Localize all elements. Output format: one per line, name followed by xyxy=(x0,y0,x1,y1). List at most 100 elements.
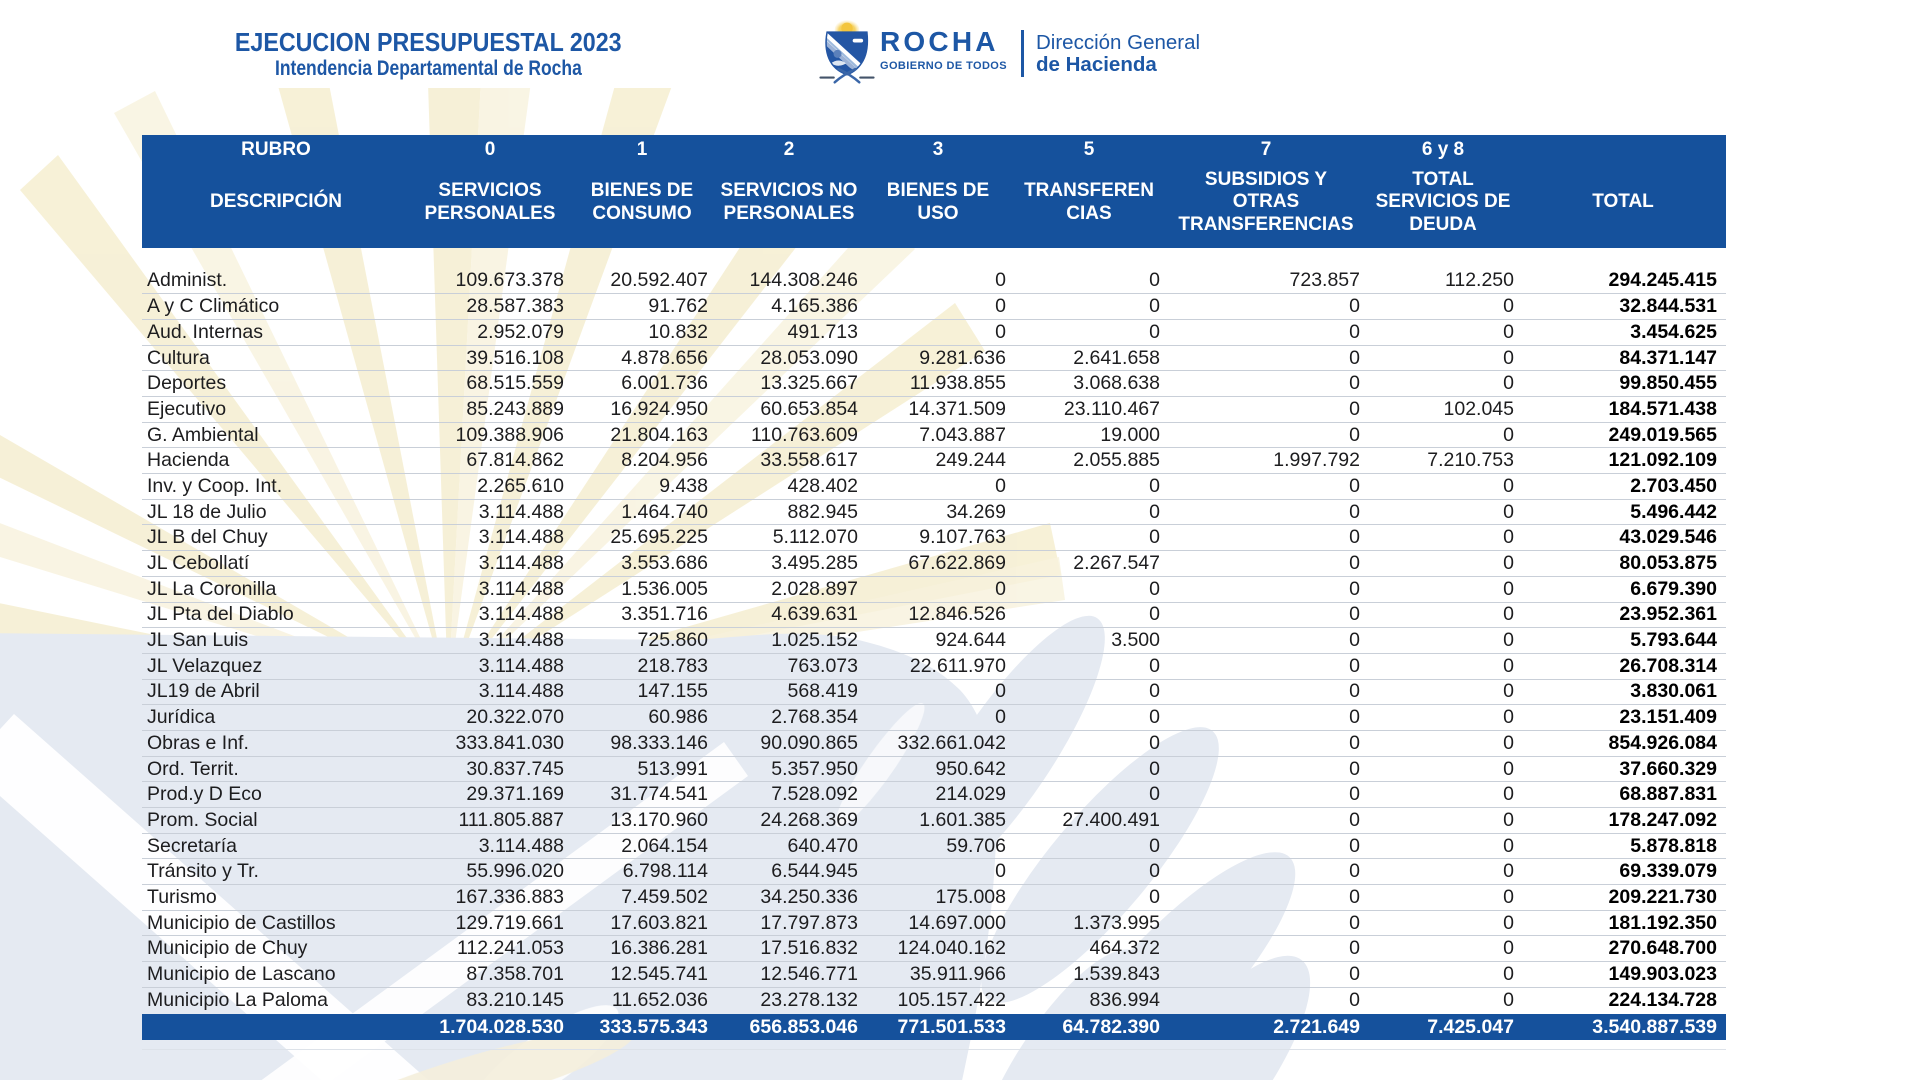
row-total-value: 184.571.438 xyxy=(1608,397,1717,420)
table-row: JL Cebollatí 3.114.488 3.553.686 3.495.285 6… xyxy=(142,551,1726,577)
report-header: EJECUCION PRESUPUESTAL 2023 Intendencia … xyxy=(173,27,684,79)
row-value: 28.053.090 xyxy=(760,346,858,369)
table-row: Deportes 68.515.559 6.001.736 13.325.667 11.… xyxy=(142,371,1726,398)
header-cell: 5 TRANSFEREN CIAS xyxy=(1012,135,1166,248)
row-value: 59.706 xyxy=(946,834,1006,857)
row-value: 13.325.667 xyxy=(760,372,858,395)
table-body: Administ. 109.673.378 20.592.407 144.308.24… xyxy=(142,269,1726,1014)
row-value: 0 xyxy=(1503,885,1514,908)
row-value: 0 xyxy=(1349,963,1360,985)
rocha-wordmark: ROCHA GOBIERNO DE TODOS xyxy=(880,28,1007,73)
row-value: 3.114.488 xyxy=(478,552,564,574)
row-value: 7.528.092 xyxy=(771,783,858,806)
row-value: 24.268.369 xyxy=(760,808,858,831)
row-total-value: 209.221.730 xyxy=(1608,885,1717,908)
row-label: Aud. Internas xyxy=(147,320,263,343)
table-row: Obras e Inf. 333.841.030 98.333.146 90.090.… xyxy=(142,731,1726,757)
header-column-title: TOTAL xyxy=(1592,191,1654,213)
row-value: 3.495.285 xyxy=(771,552,858,574)
row-value: 0 xyxy=(1503,706,1514,729)
row-value: 0 xyxy=(1503,552,1514,574)
header-rubro-code: 6 y 8 xyxy=(1421,139,1465,160)
table-row: JL 18 de Julio 3.114.488 1.464.740 882.945 3… xyxy=(142,500,1726,526)
page-subtitle: Intendencia Departamental de Rocha xyxy=(275,57,582,80)
row-total-value: 32.844.531 xyxy=(1619,295,1717,318)
row-label: Municipio La Paloma xyxy=(147,989,329,1012)
row-total-value: 294.245.415 xyxy=(1608,269,1717,292)
row-value: 23.278.132 xyxy=(760,989,858,1012)
row-value: 0 xyxy=(995,706,1006,729)
row-total-value: 3.540.887.539 xyxy=(1592,1015,1717,1038)
row-value: 0 xyxy=(1503,423,1514,446)
row-value: 0 xyxy=(1149,320,1160,343)
page-title: EJECUCION PRESUPUESTAL 2023 xyxy=(235,27,622,57)
table-row: Turismo 167.336.883 7.459.502 34.250.336 175… xyxy=(142,885,1726,911)
row-total-value: 270.648.700 xyxy=(1608,937,1717,960)
row-value: 12.846.526 xyxy=(908,603,1006,626)
row-value: 464.372 xyxy=(1089,937,1161,960)
office-name: Dirección General de Hacienda xyxy=(1036,32,1200,76)
row-value: 83.210.145 xyxy=(466,989,564,1012)
rocha-shield-icon xyxy=(819,19,875,84)
table-row: Ejecutivo 85.243.889 16.924.950 60.653.854 1… xyxy=(142,397,1726,423)
row-value: 31.774.541 xyxy=(610,783,708,806)
table-row: Administ. 109.673.378 20.592.407 144.308.24… xyxy=(142,269,1726,295)
table-bottom-line xyxy=(142,1049,1726,1050)
row-value: 723.857 xyxy=(1289,269,1361,292)
row-value: 0 xyxy=(1503,603,1514,626)
row-value: 0 xyxy=(1503,577,1514,600)
row-value: 0 xyxy=(1349,680,1360,703)
row-value: 4.878.656 xyxy=(621,346,708,369)
row-total-value: 80.053.875 xyxy=(1619,552,1717,574)
row-value: 6.798.114 xyxy=(622,860,708,883)
row-value: 0 xyxy=(1503,860,1514,883)
row-total-value: 99.850.455 xyxy=(1619,372,1717,395)
row-value: 1.997.792 xyxy=(1273,449,1360,472)
row-label: A y C Climático xyxy=(147,295,280,318)
row-value: 0 xyxy=(1149,577,1160,600)
row-value: 2.028.897 xyxy=(771,577,858,600)
row-value: 7.210.753 xyxy=(1427,449,1514,472)
row-label: JL B del Chuy xyxy=(147,526,268,549)
row-value: 11.938.855 xyxy=(909,372,1006,395)
row-value: 0 xyxy=(1149,654,1160,677)
header-column-title: TOTAL SERVICIOS DE DEUDA xyxy=(1375,168,1511,235)
row-value: 513.991 xyxy=(637,757,709,780)
row-total-value: 224.134.728 xyxy=(1608,989,1717,1012)
row-value: 3.114.488 xyxy=(478,834,564,857)
row-total-value: 84.371.147 xyxy=(1619,346,1717,369)
row-total-value: 178.247.092 xyxy=(1608,808,1717,831)
row-total-value: 23.952.361 xyxy=(1619,603,1717,626)
row-value: 5.357.950 xyxy=(771,757,858,780)
row-total-value: 37.660.329 xyxy=(1619,757,1717,780)
row-value: 0 xyxy=(1349,397,1360,420)
header-rubro-code: 0 xyxy=(484,139,496,160)
row-value: 333.575.343 xyxy=(599,1015,708,1038)
row-label: JL Pta del Diablo xyxy=(147,603,294,626)
row-value: 0 xyxy=(1349,320,1360,343)
row-total-value: 249.019.565 xyxy=(1608,423,1717,446)
row-value: 0 xyxy=(1503,629,1514,652)
rocha-slogan: GOBIERNO DE TODOS xyxy=(880,60,1007,72)
row-value: 27.400.491 xyxy=(1062,808,1160,831)
row-value: 0 xyxy=(1149,860,1160,883)
row-total-value: 5.878.818 xyxy=(1630,834,1717,857)
row-value: 950.642 xyxy=(935,757,1007,780)
header-cell: 6 y 8 TOTAL SERVICIOS DE DEUDA xyxy=(1366,135,1520,248)
row-value: 1.536.005 xyxy=(621,577,708,600)
row-label: Secretaría xyxy=(147,834,237,857)
row-value: 0 xyxy=(1503,654,1514,677)
row-value: 332.661.042 xyxy=(897,731,1006,754)
row-value: 124.040.162 xyxy=(897,937,1006,960)
header-rubro-code: 2 xyxy=(783,139,795,160)
row-value: 39.516.108 xyxy=(466,346,564,369)
table-row: JL Pta del Diablo 3.114.488 3.351.716 4.639… xyxy=(142,603,1726,629)
row-value: 568.419 xyxy=(787,680,859,703)
row-value: 0 xyxy=(1349,757,1360,780)
row-value: 7.425.047 xyxy=(1427,1015,1514,1038)
row-value: 1.464.740 xyxy=(621,500,708,523)
row-value: 22.611.970 xyxy=(909,654,1006,677)
row-value: 0 xyxy=(1349,500,1360,523)
row-label: JL 18 de Julio xyxy=(147,500,267,523)
table-row: JL19 de Abril 3.114.488 147.155 568.419 0 0 0 0… xyxy=(142,680,1726,706)
